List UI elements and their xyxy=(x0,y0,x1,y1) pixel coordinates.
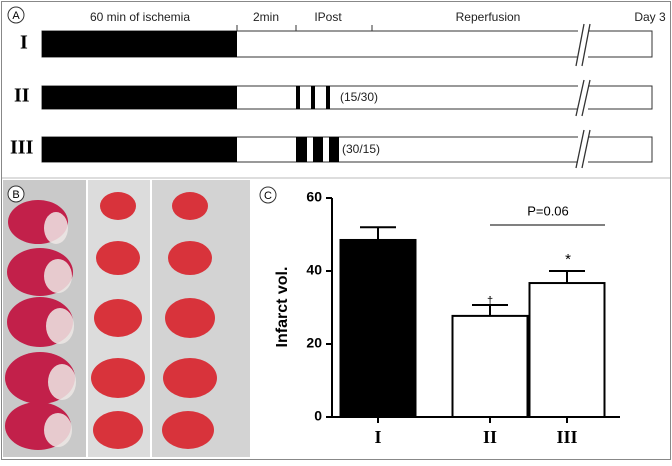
phase-label: Reperfusion xyxy=(456,10,521,24)
bar xyxy=(339,238,417,418)
annotation: P=0.06 xyxy=(527,203,569,218)
group-label: III xyxy=(10,137,34,159)
phase-label: Day 3 xyxy=(634,10,666,24)
ischemia-block xyxy=(42,137,237,162)
ischemia-block xyxy=(42,86,237,109)
axis-break xyxy=(575,23,591,169)
ipost-stripe xyxy=(326,86,330,109)
annotation: † xyxy=(487,295,493,307)
annotation: * xyxy=(565,251,571,268)
y-tick-label: 60 xyxy=(306,189,322,205)
ipost-stripe xyxy=(296,86,300,109)
bar xyxy=(528,282,606,419)
phase-label: 2min xyxy=(253,10,279,24)
group-annotation: (15/30) xyxy=(340,90,378,104)
phase-label: IPost xyxy=(314,10,342,24)
ipost-stripe xyxy=(329,137,339,162)
group-label: II xyxy=(14,85,30,107)
brain-photo xyxy=(3,180,250,457)
panel-badge xyxy=(7,6,25,24)
panel-badge xyxy=(259,186,277,204)
ischemia-block xyxy=(42,31,237,57)
bar xyxy=(451,314,529,418)
group-annotation: (30/15) xyxy=(342,142,380,156)
panel-badge xyxy=(7,185,25,203)
y-tick-label: 20 xyxy=(306,335,322,351)
panel-label: C xyxy=(264,190,272,202)
ipost-stripe xyxy=(311,86,315,109)
ipost-stripe xyxy=(296,137,307,162)
ipost-stripe xyxy=(313,137,323,162)
y-tick-label: 40 xyxy=(306,262,322,278)
panel-label: A xyxy=(12,10,20,22)
x-tick-label: III xyxy=(556,427,577,447)
group-label: I xyxy=(20,32,28,54)
panel-label: B xyxy=(12,189,19,201)
x-tick-label: II xyxy=(483,427,497,447)
y-axis-label: Infarct vol. xyxy=(274,267,291,348)
phase-label: 60 min of ischemia xyxy=(90,10,190,24)
y-tick-label: 0 xyxy=(314,408,322,424)
x-tick-label: I xyxy=(374,427,381,447)
